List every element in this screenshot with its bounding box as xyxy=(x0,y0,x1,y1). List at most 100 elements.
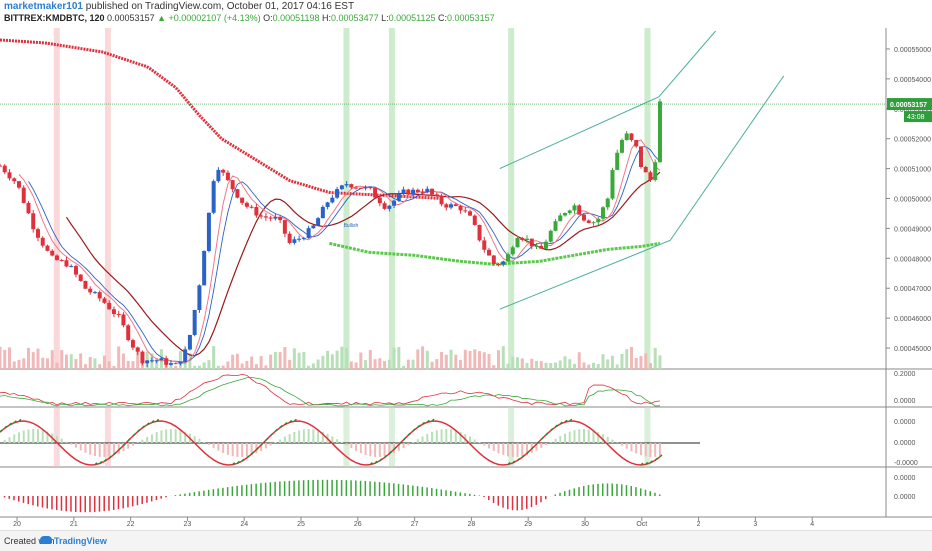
osc2-hist-bar xyxy=(555,439,557,443)
hist-bar xyxy=(151,496,153,501)
candle-body xyxy=(330,198,334,203)
x-tick-label: 28 xyxy=(467,521,475,528)
hist-bar xyxy=(602,484,604,496)
osc2-hist-bar xyxy=(89,443,91,455)
volume-bar xyxy=(507,364,510,369)
candle-body xyxy=(102,298,106,302)
hist-bar xyxy=(365,481,367,496)
osc2-hist-bar xyxy=(635,443,637,454)
hist-bar xyxy=(27,496,29,504)
candle-body xyxy=(316,218,320,225)
osc2-hist-bar xyxy=(236,443,238,457)
candle-body xyxy=(506,254,510,261)
volume-bar xyxy=(207,360,210,369)
hist-bar xyxy=(422,487,424,496)
volume-bar xyxy=(340,347,343,369)
hist-bar xyxy=(469,494,471,496)
volume-bar xyxy=(412,360,415,369)
osc2-hist-bar xyxy=(578,429,580,443)
countdown-tag: 43:08 xyxy=(907,114,925,121)
volume-bar xyxy=(131,361,134,369)
hist-bar xyxy=(379,482,381,496)
candle-body xyxy=(340,185,344,189)
volume-bar xyxy=(179,351,182,369)
x-tick-label: 29 xyxy=(524,521,532,528)
volume-bar xyxy=(440,352,443,369)
hist-bar xyxy=(265,483,267,496)
osc2-hist-bar xyxy=(37,429,39,443)
hist-bar xyxy=(289,481,291,496)
hist-bar xyxy=(474,495,476,496)
hist-tick-label: 0.0000 xyxy=(894,475,916,482)
osc2-hist-bar xyxy=(175,429,177,443)
osc2-hist-bar xyxy=(521,443,523,456)
candle-body xyxy=(0,166,2,167)
osc2-hist-bar xyxy=(607,437,609,443)
candle-body xyxy=(653,162,657,180)
volume-bar xyxy=(388,360,391,369)
osc2-hist-bar xyxy=(564,434,566,443)
hist-bar xyxy=(545,496,547,499)
hist-bar xyxy=(431,488,433,496)
candle-body xyxy=(368,187,372,188)
osc2-hist-bar xyxy=(403,443,405,448)
osc2-hist-bar xyxy=(65,442,67,443)
volume-bar xyxy=(497,350,500,369)
volume-bar xyxy=(127,361,130,369)
volume-bar xyxy=(46,358,49,369)
candle-body xyxy=(17,181,21,187)
volume-bar xyxy=(27,348,30,369)
volume-bar xyxy=(65,355,68,369)
hist-bar xyxy=(251,484,253,496)
osc2-hist-bar xyxy=(379,443,381,457)
hist-bar xyxy=(559,493,561,496)
hist-bar xyxy=(426,487,428,496)
volume-bar xyxy=(317,359,320,369)
candle-body xyxy=(473,216,477,225)
candle-body xyxy=(321,207,325,218)
candle-body xyxy=(183,349,187,361)
hist-bar xyxy=(569,490,571,496)
hist-bar xyxy=(227,487,229,496)
candle-body xyxy=(269,218,273,219)
highlight-bar-green-osc xyxy=(508,407,514,467)
osc2-hist-bar xyxy=(170,429,172,443)
volume-bar xyxy=(264,365,267,369)
volume-bar xyxy=(336,351,339,369)
osc2-hist-bar xyxy=(274,442,276,443)
osc1-tick-label: 0.0000 xyxy=(894,398,916,405)
price-tick-label: 0.00054000 xyxy=(894,77,931,84)
volume-bar xyxy=(212,346,215,369)
highlight-bar-green-osc xyxy=(389,407,395,467)
hist-bar xyxy=(341,480,343,496)
volume-bar xyxy=(563,356,566,369)
candle-body xyxy=(26,203,30,213)
osc2-hist-bar xyxy=(540,443,542,448)
candle-body xyxy=(31,213,35,229)
candle-body xyxy=(250,207,254,208)
candle-body xyxy=(387,206,391,209)
candle-body xyxy=(254,207,258,216)
candle-body xyxy=(245,203,249,207)
volume-bar xyxy=(606,359,609,369)
hist-bar xyxy=(175,495,177,496)
candle-body xyxy=(430,189,434,195)
candle-body xyxy=(539,246,543,249)
candle-body xyxy=(12,178,16,181)
hist-bar xyxy=(645,490,647,496)
osc2-hist-bar xyxy=(336,439,338,443)
hist-bar xyxy=(308,480,310,496)
candle-body xyxy=(492,256,496,264)
tradingview-link[interactable]: TradingView xyxy=(54,536,107,546)
candle-body xyxy=(155,360,159,361)
osc2-hist-bar xyxy=(507,443,509,456)
volume-bar xyxy=(293,348,296,369)
volume-bar xyxy=(217,366,220,369)
osc1-green-line xyxy=(0,377,660,405)
price-chart[interactable]: 0.000550000.000540000.000530000.00052000… xyxy=(0,0,932,530)
x-tick-label: 25 xyxy=(297,521,305,528)
candle-body xyxy=(530,239,534,247)
osc2-hist-bar xyxy=(227,443,229,455)
hist-bar xyxy=(331,480,333,496)
hist-bar xyxy=(479,495,481,496)
